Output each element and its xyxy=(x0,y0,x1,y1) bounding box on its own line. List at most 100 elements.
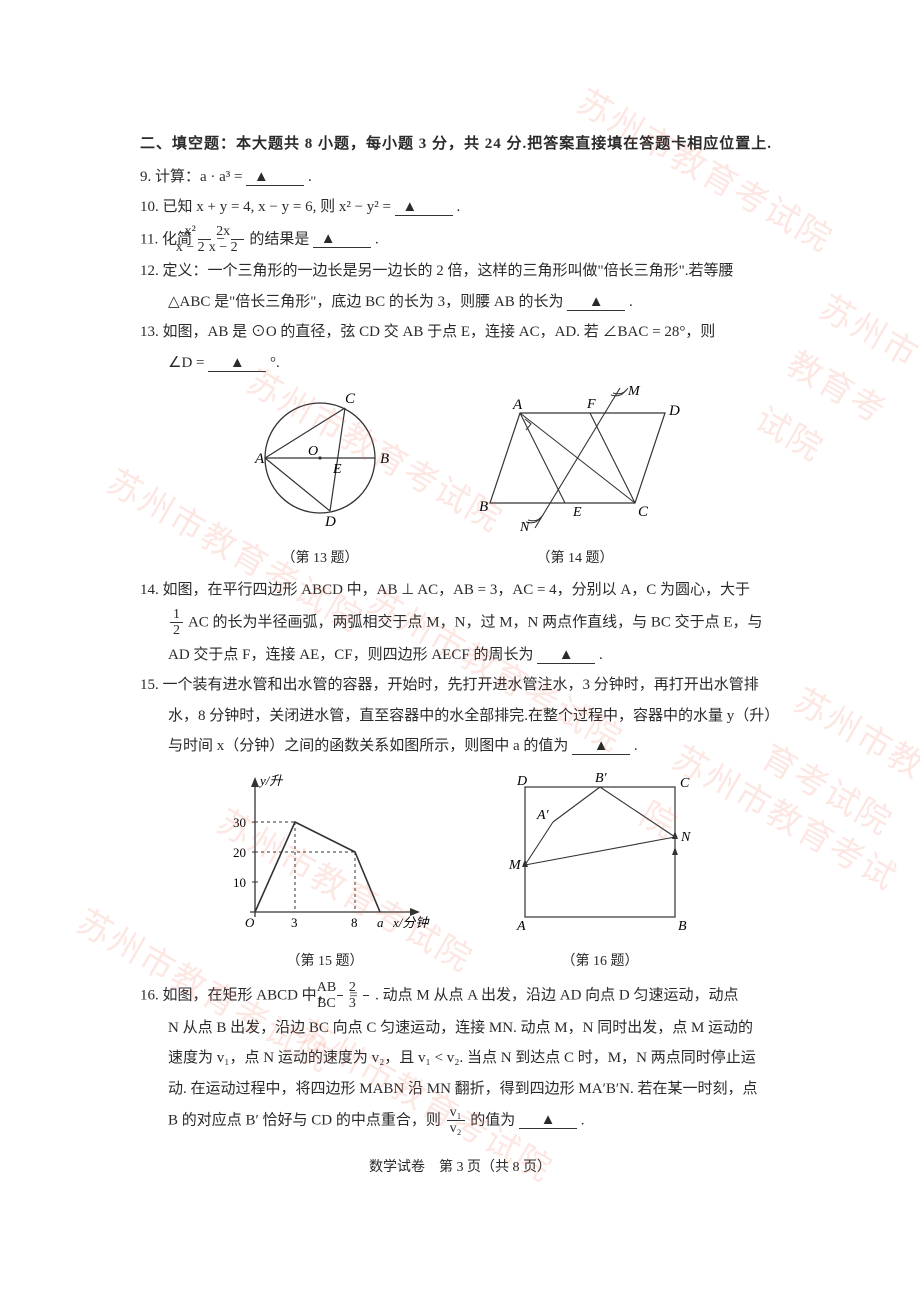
fig13-label-E: E xyxy=(332,462,342,477)
q9-blank: ▲ xyxy=(246,170,304,186)
question-14-line1: 14. 如图，在平行四边形 ABCD 中，AB ⊥ AC，AB = 3，AC =… xyxy=(168,576,780,605)
q10-blank: ▲ xyxy=(395,200,453,216)
q11-post1: 的结果是 xyxy=(249,231,313,247)
q16-l4: 动. 在运动过程中，将四边形 MABN 沿 MN 翻折，得到四边形 MA′B′N… xyxy=(168,1081,758,1097)
question-14-line2: 1 2 AC 的长为半径画弧，两弧相交于点 M，N，过 M，N 两点作直线，与 … xyxy=(168,607,780,639)
q15-l3b: . xyxy=(634,738,638,754)
q12-blank: ▲ xyxy=(567,295,625,311)
figure-16: A B C D M N A′ B′ （第 16 题） xyxy=(495,767,705,976)
fig13-label-B: B xyxy=(380,451,389,467)
figure-14-caption: （第 14 题） xyxy=(465,546,685,573)
q16-l5a: B 的对应点 B′ 恰好与 CD 的中点重合，则 xyxy=(168,1112,445,1128)
q13-l2b: °. xyxy=(270,355,280,371)
page-footer: 数学试卷 第 3 页（共 8 页） xyxy=(140,1155,780,1182)
figure-13-svg: A B C D O E xyxy=(235,383,405,533)
q16-l5c: . xyxy=(581,1112,585,1128)
q11-frac2-num: 2x xyxy=(231,224,244,240)
figure-15: 10 20 30 O 3 8 a y/升 x/分钟 （第 15 题） xyxy=(215,767,435,976)
fig16-A: A xyxy=(516,919,526,934)
question-11: 11. 化简 x² x − 2 − 2x x − 2 的结果是 ▲ . xyxy=(168,224,780,256)
q9-pre: 9. 计算：a · a³ = xyxy=(140,169,246,185)
question-13-line1: 13. 如图，AB 是 ⊙O 的直径，弦 CD 交 AB 于点 E，连接 AC，… xyxy=(168,318,780,347)
figure-row-15-16: 10 20 30 O 3 8 a y/升 x/分钟 （第 15 题） xyxy=(140,767,780,976)
fig16-B2: B′ xyxy=(595,771,608,786)
fig16-D: D xyxy=(516,774,527,789)
q16-blank: ▲ xyxy=(519,1113,577,1129)
question-15-line1: 15. 一个装有进水管和出水管的容器，开始时，先打开进水管注水，3 分钟时，再打… xyxy=(168,671,780,700)
question-9: 9. 计算：a · a³ = ▲ . xyxy=(168,163,780,192)
q14-frac-num: 1 xyxy=(170,607,183,623)
figure-16-svg: A B C D M N A′ B′ xyxy=(495,767,705,937)
q14-l1: 14. 如图，在平行四边形 ABCD 中，AB ⊥ AC，AB = 3，AC =… xyxy=(140,582,750,598)
question-10: 10. 已知 x + y = 4, x − y = 6, 则 x² − y² =… xyxy=(168,193,780,222)
q16-l3: 速度为 v₁，点 N 运动的速度为 v₂，且 v₁ < v₂. 当点 N 到达点… xyxy=(168,1050,756,1066)
fig15-y10: 10 xyxy=(233,875,246,890)
fig14-label-C: C xyxy=(638,504,649,520)
question-14-line3: AD 交于点 F，连接 AE，CF，则四边形 AECF 的周长为 ▲ . xyxy=(168,641,780,670)
q15-blank: ▲ xyxy=(572,739,630,755)
fig15-x8: 8 xyxy=(351,915,358,930)
fig14-label-F: F xyxy=(586,397,596,412)
figure-13-caption: （第 13 题） xyxy=(235,546,405,573)
fig16-N: N xyxy=(680,830,691,845)
q14-l3a: AD 交于点 F，连接 AE，CF，则四边形 AECF 的周长为 xyxy=(168,647,537,663)
q15-l3a: 与时间 x（分钟）之间的函数关系如图所示，则图中 a 的值为 xyxy=(168,738,572,754)
figure-15-svg: 10 20 30 O 3 8 a y/升 x/分钟 xyxy=(215,767,435,937)
q14-frac-den: 2 xyxy=(170,623,183,638)
section-title-text: 二、填空题：本大题共 8 小题，每小题 3 分，共 24 分.把答案直接填在答题… xyxy=(140,136,772,152)
fig14-label-A: A xyxy=(512,397,523,413)
q11-post2: . xyxy=(375,231,379,247)
q11-frac2: 2x x − 2 xyxy=(231,224,244,256)
q12-l2b: . xyxy=(629,294,633,310)
question-16-line5: B 的对应点 B′ 恰好与 CD 的中点重合，则 v₁ v₂ 的值为 ▲ . xyxy=(168,1105,780,1137)
q16-f2d: 3 xyxy=(363,996,369,1011)
q16-f2n: 2 xyxy=(363,980,369,996)
q16-frac2: 2 3 xyxy=(363,980,369,1012)
fig13-label-C: C xyxy=(345,391,356,407)
fig15-y30: 30 xyxy=(233,815,246,830)
fig13-label-O: O xyxy=(308,444,318,459)
question-12-line1: 12. 定义：一个三角形的一边长是另一边长的 2 倍，这样的三角形叫做"倍长三角… xyxy=(168,257,780,286)
figure-14: A D C B F E M N （第 14 题） xyxy=(465,383,685,572)
q13-l1: 13. 如图，AB 是 ⊙O 的直径，弦 CD 交 AB 于点 E，连接 AC，… xyxy=(140,324,715,340)
exam-page: 二、填空题：本大题共 8 小题，每小题 3 分，共 24 分.把答案直接填在答题… xyxy=(0,0,920,1302)
q16-f1n: AB xyxy=(337,980,343,996)
q16-l5b: 的值为 xyxy=(470,1112,519,1128)
question-16-line1: 16. 如图，在矩形 ABCD 中， AB BC = 2 3 . 动点 M 从点… xyxy=(168,980,780,1012)
q14-l3b: . xyxy=(599,647,603,663)
fig14-label-N: N xyxy=(519,520,530,533)
question-12-line2: △ABC 是"倍长三角形"，底边 BC 的长为 3，则腰 AB 的长为 ▲ . xyxy=(168,288,780,317)
q12-l2a: △ABC 是"倍长三角形"，底边 BC 的长为 3，则腰 AB 的长为 xyxy=(168,294,567,310)
fig14-label-M: M xyxy=(627,384,641,399)
q16-l1a: 16. 如图，在矩形 ABCD 中， xyxy=(140,987,332,1003)
question-16-line3: 速度为 v₁，点 N 运动的速度为 v₂，且 v₁ < v₂. 当点 N 到达点… xyxy=(168,1044,780,1073)
question-16-line2: N 从点 B 出发，沿边 BC 向点 C 匀速运动，连接 MN. 动点 M，N … xyxy=(168,1014,780,1043)
fig14-label-D: D xyxy=(668,403,680,419)
question-15-line2: 水，8 分钟时，关闭进水管，直至容器中的水全部排完.在整个过程中，容器中的水量 … xyxy=(168,702,780,731)
fig16-A2: A′ xyxy=(536,808,550,823)
fig15-x3: 3 xyxy=(291,915,298,930)
fig13-label-D: D xyxy=(324,514,336,530)
question-15-line3: 与时间 x（分钟）之间的函数关系如图所示，则图中 a 的值为 ▲ . xyxy=(168,732,780,761)
q14-l2: AC 的长为半径画弧，两弧相交于点 M，N，过 M，N 两点作直线，与 BC 交… xyxy=(188,614,763,630)
question-16-line4: 动. 在运动过程中，将四边形 MABN 沿 MN 翻折，得到四边形 MA′B′N… xyxy=(168,1075,780,1104)
q16-frac1: AB BC xyxy=(337,980,343,1012)
question-13-line2: ∠D = ▲ °. xyxy=(168,349,780,378)
q13-l2a: ∠D = xyxy=(168,355,208,371)
q14-blank: ▲ xyxy=(537,648,595,664)
q16-f3n: v₁ xyxy=(447,1105,465,1121)
fig16-M: M xyxy=(508,858,522,873)
fig16-C: C xyxy=(680,776,690,791)
fig14-label-E: E xyxy=(572,505,582,520)
q16-l1c: . 动点 M 从点 A 出发，沿边 AD 向点 D 匀速运动，动点 xyxy=(375,987,738,1003)
section-title: 二、填空题：本大题共 8 小题，每小题 3 分，共 24 分.把答案直接填在答题… xyxy=(140,130,780,159)
q10-pre: 10. 已知 x + y = 4, x − y = 6, 则 x² − y² = xyxy=(140,199,395,215)
figure-16-caption: （第 16 题） xyxy=(495,949,705,976)
figure-14-svg: A D C B F E M N xyxy=(465,383,685,533)
fig16-B: B xyxy=(678,919,687,934)
q9-post: . xyxy=(308,169,312,185)
fig13-label-A: A xyxy=(254,451,265,467)
fig15-y20: 20 xyxy=(233,845,246,860)
q14-frac: 1 2 xyxy=(170,607,183,639)
q16-f3d: v₂ xyxy=(447,1121,465,1136)
